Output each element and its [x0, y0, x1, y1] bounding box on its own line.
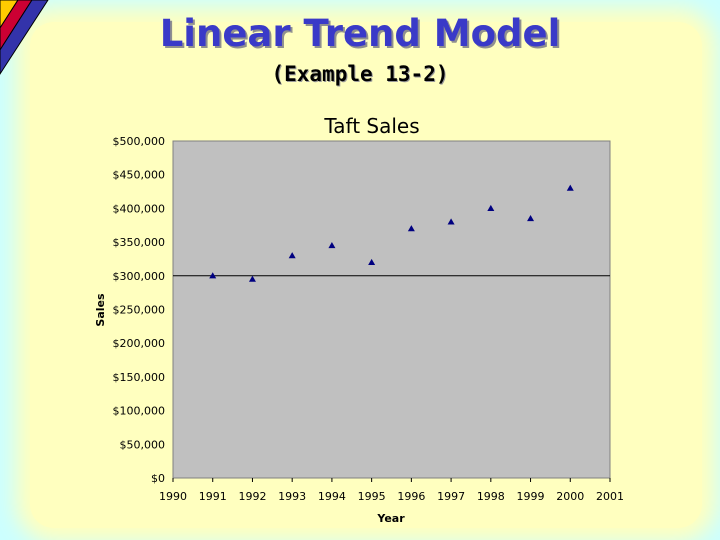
y-tick-label: $300,000: [113, 270, 166, 283]
y-tick-label: $100,000: [113, 405, 166, 418]
corner-stripes-decoration: [0, 0, 49, 75]
data-points: [209, 184, 574, 282]
data-point-marker: [447, 218, 455, 225]
data-point-marker: [209, 272, 217, 279]
x-tick-label: 1991: [199, 490, 227, 503]
slide-subtitle: (Example 13-2): [271, 62, 449, 86]
data-point-marker: [527, 215, 535, 222]
data-point-marker: [288, 252, 296, 259]
x-tick-label: 1990: [159, 490, 187, 503]
slide-title: Linear Trend Model: [159, 12, 561, 55]
data-point-marker: [248, 275, 256, 282]
x-tick-label: 1999: [517, 490, 545, 503]
x-tick-label: 1992: [238, 490, 266, 503]
x-tick-label: 2000: [556, 490, 584, 503]
data-point-marker: [566, 184, 574, 191]
x-tick-label: 1993: [278, 490, 306, 503]
data-point-marker: [328, 241, 336, 249]
y-tick-label: $400,000: [113, 202, 166, 215]
y-tick-label: $50,000: [120, 438, 166, 451]
x-tick-label: 1995: [358, 490, 386, 503]
y-tick-label: $250,000: [113, 304, 166, 317]
data-point-marker: [407, 225, 415, 232]
y-tick-label: $500,000: [113, 135, 166, 148]
y-tick-label: $450,000: [113, 169, 166, 182]
x-tick-label: 1994: [318, 490, 346, 503]
data-point-marker: [487, 204, 495, 212]
y-tick-label: $0: [151, 472, 165, 485]
y-tick-label: $350,000: [113, 236, 166, 249]
y-tick-label: $150,000: [113, 371, 166, 384]
x-tick-label: 1997: [437, 490, 465, 503]
x-axis-label: Year: [376, 512, 405, 525]
x-tick-label: 1996: [397, 490, 425, 503]
x-tick-label: 1998: [477, 490, 505, 503]
y-axis-label: Sales: [94, 293, 107, 327]
chart-title: Taft Sales: [323, 114, 419, 138]
y-axis-ticks: $0 $50,000 $100,000 $150,000 $200,000 $250,00…: [113, 135, 166, 485]
x-tick-label: 2001: [596, 490, 624, 503]
y-tick-label: $200,000: [113, 337, 166, 350]
plot-area: [172, 140, 611, 479]
x-axis-ticks: 1990 1991 1992 1993 1994 1995 1996 1997 1998 1999…: [159, 478, 624, 503]
data-point-marker: [368, 258, 376, 265]
